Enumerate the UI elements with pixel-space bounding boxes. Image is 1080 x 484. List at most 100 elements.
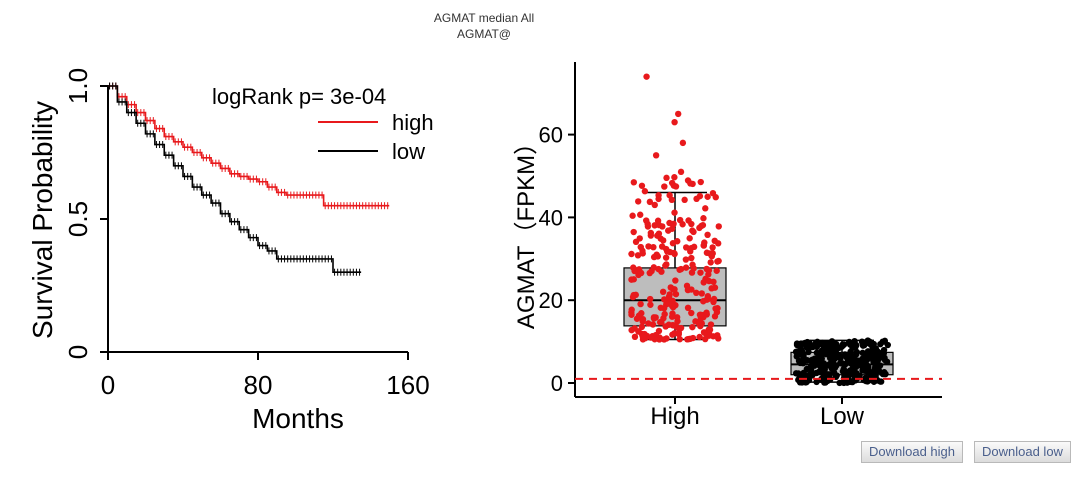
data-point-high <box>638 323 646 331</box>
data-point-high <box>693 289 700 297</box>
data-point-high <box>707 259 714 266</box>
data-point-low <box>822 373 829 381</box>
data-point-high <box>657 304 664 311</box>
data-point-high <box>715 223 722 230</box>
data-point-high <box>702 335 709 343</box>
data-point-low <box>793 353 800 360</box>
data-point-high <box>696 333 703 341</box>
data-point-high <box>697 269 704 276</box>
data-point-high <box>696 192 704 200</box>
data-point-high <box>646 295 654 303</box>
data-point-low <box>832 341 840 348</box>
data-point-high <box>660 237 667 244</box>
data-point-high <box>667 284 674 291</box>
data-point-high <box>636 235 643 242</box>
data-point-high <box>659 288 667 296</box>
data-point-high <box>635 328 642 335</box>
km-x-tick-label: 80 <box>244 370 273 400</box>
data-point-high <box>637 211 644 218</box>
data-point-high <box>647 301 654 308</box>
data-point-low <box>800 356 808 364</box>
outlier-point-high <box>652 152 660 159</box>
download-high-button[interactable]: Download high <box>861 441 964 463</box>
page-title-line-2: AGMAT@ <box>457 27 511 41</box>
data-point-high <box>663 261 670 268</box>
data-point-high <box>670 220 677 228</box>
legend-label-low: low <box>392 139 425 164</box>
data-point-high <box>645 243 652 250</box>
data-point-high <box>710 298 717 306</box>
data-point-low <box>799 340 807 347</box>
data-point-high <box>634 252 642 259</box>
data-point-high <box>662 254 670 261</box>
data-point-low <box>835 354 842 361</box>
data-point-high <box>711 237 718 245</box>
km-legend: high low <box>318 110 434 164</box>
data-point-high <box>703 309 710 316</box>
data-point-high <box>661 183 668 190</box>
data-point-high <box>646 198 654 206</box>
data-point-high <box>644 220 651 228</box>
data-point-low <box>863 361 870 369</box>
outlier-point-high <box>671 118 678 126</box>
data-point-high <box>713 308 721 316</box>
data-point-high <box>704 295 712 303</box>
data-point-high <box>704 231 711 239</box>
data-point-low <box>833 362 840 369</box>
data-point-high <box>658 319 665 326</box>
data-point-low <box>813 369 820 377</box>
data-point-high <box>688 254 695 262</box>
data-point-high <box>630 291 637 299</box>
data-point-low <box>849 378 856 386</box>
box-x-tick-label-low: Low <box>820 403 865 430</box>
data-point-high <box>645 320 652 327</box>
data-point-low <box>853 348 861 356</box>
box-y-axis-label: AGMAT（FPKM） <box>513 131 540 329</box>
data-point-low <box>819 340 826 348</box>
data-point-low <box>813 378 820 386</box>
data-point-high <box>704 193 711 200</box>
data-point-high <box>682 256 690 263</box>
data-point-low <box>876 362 884 369</box>
data-point-high <box>688 309 695 317</box>
data-point-high <box>659 223 666 230</box>
data-point-high <box>671 250 678 258</box>
data-point-high <box>705 267 713 274</box>
km-x-tick-label: 0 <box>101 370 115 400</box>
data-point-high <box>639 333 647 341</box>
data-point-high <box>662 323 669 330</box>
data-point-high <box>713 267 720 274</box>
data-point-low <box>875 355 882 363</box>
data-point-low <box>830 349 838 357</box>
data-point-high <box>672 277 679 284</box>
data-point-high <box>647 229 655 237</box>
km-x-tick-label: 160 <box>386 370 429 400</box>
data-point-low <box>872 372 879 380</box>
data-point-low <box>820 364 828 371</box>
data-point-high <box>650 253 658 261</box>
data-point-high <box>684 304 692 312</box>
data-point-low <box>861 339 868 346</box>
page-title: AGMAT median All AGMAT@ <box>0 10 968 42</box>
data-point-high <box>634 198 642 205</box>
data-point-high <box>708 285 715 292</box>
data-point-high <box>690 243 698 251</box>
data-point-low <box>852 360 859 368</box>
data-point-high <box>714 332 721 339</box>
data-point-high <box>676 335 683 343</box>
data-point-high <box>664 248 671 255</box>
data-point-high <box>706 326 714 333</box>
data-point-high <box>646 269 653 277</box>
data-point-low <box>811 362 818 369</box>
data-point-high <box>658 243 666 250</box>
data-point-high <box>650 243 657 251</box>
data-point-high <box>689 323 696 331</box>
data-point-high <box>700 215 707 222</box>
km-censor-marks-low <box>109 82 361 276</box>
data-point-high <box>701 239 708 246</box>
data-point-high <box>695 320 703 328</box>
kaplan-meier-plot: 0 0.5 1.0 0 80 160 Survival Probability Mont… <box>27 68 434 434</box>
data-point-low <box>842 360 849 368</box>
box-y-tick-label: 40 <box>539 205 563 230</box>
download-low-button[interactable]: Download low <box>974 441 1071 463</box>
